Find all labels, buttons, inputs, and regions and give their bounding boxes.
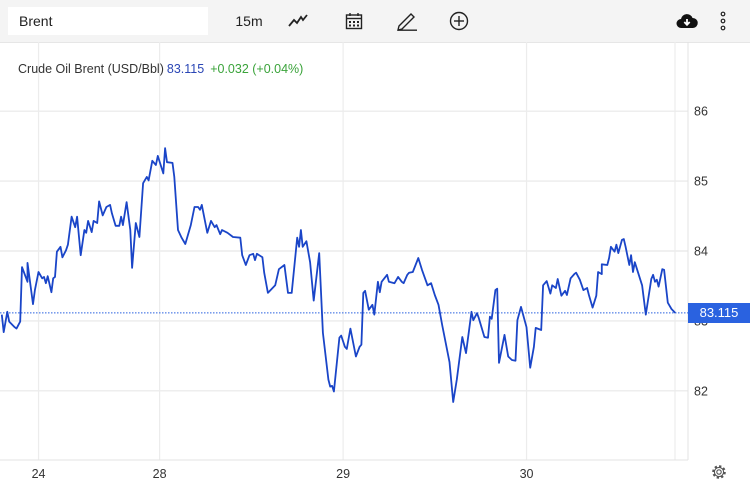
y-tick-label: 86 bbox=[694, 105, 708, 119]
date-range-button[interactable] bbox=[341, 8, 367, 34]
grid bbox=[0, 42, 688, 460]
gear-icon bbox=[712, 465, 726, 479]
download-button[interactable] bbox=[675, 8, 699, 34]
x-tick-label: 28 bbox=[153, 467, 167, 481]
price-change: +0.032 (+0.04%) bbox=[210, 62, 304, 76]
x-tick-label: 24 bbox=[32, 467, 46, 481]
calendar-icon bbox=[345, 13, 363, 30]
chart-settings-button[interactable] bbox=[710, 463, 728, 481]
pencil-draw-icon bbox=[397, 13, 417, 31]
last-price-label: 83.115 bbox=[688, 302, 750, 323]
y-axis: 8685848382 bbox=[694, 105, 708, 399]
y-tick-label: 85 bbox=[694, 175, 708, 189]
more-menu-button[interactable] bbox=[716, 8, 730, 34]
y-tick-label: 82 bbox=[694, 384, 708, 398]
cloud-download-icon bbox=[676, 14, 698, 28]
plus-circle-icon bbox=[449, 11, 469, 31]
instrument-name: Crude Oil Brent (USD/Bbl) bbox=[18, 62, 164, 76]
symbol-input[interactable]: Brent bbox=[8, 7, 208, 35]
x-tick-label: 30 bbox=[520, 467, 534, 481]
add-indicator-button[interactable] bbox=[447, 8, 471, 34]
x-tick-label: 29 bbox=[336, 467, 350, 481]
x-axis: 24 28 29 30 bbox=[32, 467, 534, 481]
series-line-brent bbox=[0, 147, 676, 403]
draw-button[interactable] bbox=[394, 8, 420, 34]
line-chart-icon bbox=[288, 14, 308, 27]
last-price: 83.115 bbox=[166, 62, 205, 76]
more-vertical-icon bbox=[720, 11, 726, 31]
y-tick-label: 84 bbox=[694, 245, 708, 259]
interval-button[interactable]: 15m bbox=[235, 13, 263, 29]
chart-type-button[interactable] bbox=[285, 8, 311, 34]
chart-legend: Crude Oil Brent (USD/Bbl) 83.115 +0.032 (+… bbox=[18, 62, 303, 76]
toolbar: Brent 15m bbox=[0, 0, 750, 43]
